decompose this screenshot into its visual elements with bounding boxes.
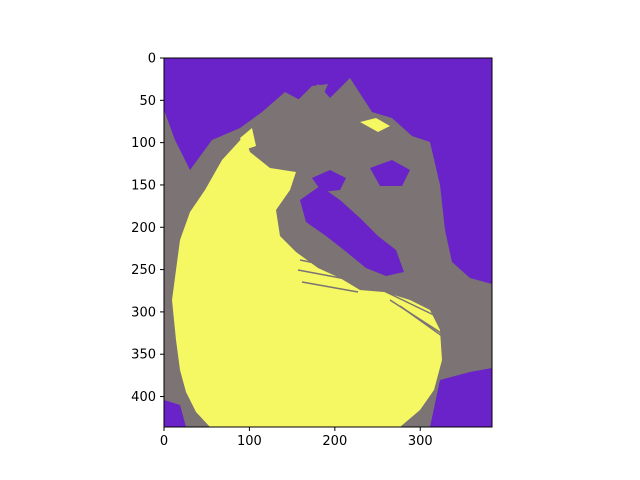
purple-bottom-left [164, 400, 186, 427]
y-tick-label: 200 [131, 221, 156, 236]
gray-left-edge [164, 112, 180, 390]
purple-eye-right [370, 160, 410, 186]
y-tick-label: 300 [131, 305, 156, 320]
purple-eye-left [312, 170, 346, 192]
x-tick-label: 200 [322, 434, 347, 449]
yellow-top-tuft [360, 118, 390, 132]
axes-frame [163, 57, 493, 428]
x-tick-label: 100 [237, 434, 262, 449]
purple-bottom-right [430, 368, 492, 427]
purple-face-shadow [300, 186, 404, 276]
gray-ear-left [298, 84, 328, 106]
yellow-region [172, 136, 442, 427]
y-axis: 0 50 100 150 200 250 300 350 400 [131, 52, 164, 405]
y-tick-label: 350 [131, 348, 156, 363]
whiskers [297, 259, 471, 357]
x-tick-label: 0 [160, 434, 168, 449]
y-tick-label: 150 [131, 178, 156, 193]
x-axis: 0 100 200 300 [160, 427, 433, 449]
y-tick-label: 400 [131, 390, 156, 405]
y-tick-label: 100 [131, 136, 156, 151]
image-plot [164, 58, 492, 427]
y-tick-label: 250 [131, 263, 156, 278]
y-tick-label: 50 [139, 94, 156, 109]
yellow-small-left [240, 128, 256, 150]
x-tick-label: 300 [408, 434, 433, 449]
y-tick-label: 0 [148, 52, 156, 67]
